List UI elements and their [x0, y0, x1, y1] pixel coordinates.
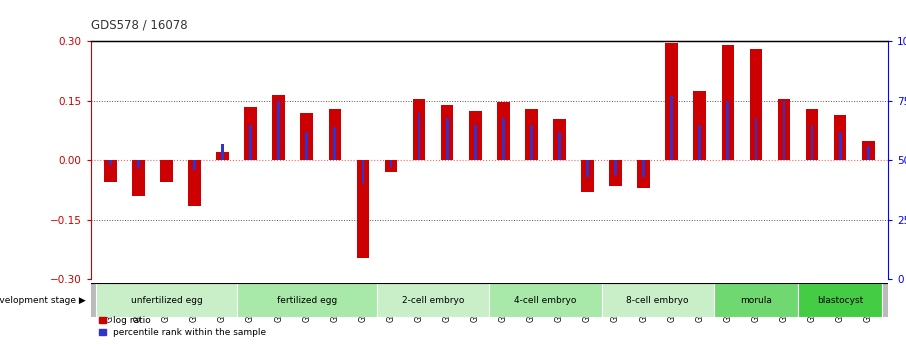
Bar — [390, 160, 392, 168]
Bar — [602, 283, 714, 317]
Bar — [413, 99, 426, 160]
Bar — [137, 160, 140, 168]
Bar — [839, 132, 842, 160]
Bar — [245, 107, 257, 160]
Bar — [530, 125, 533, 160]
Text: development stage ▶: development stage ▶ — [0, 296, 86, 305]
Bar — [727, 101, 729, 160]
Bar — [109, 160, 111, 165]
Bar — [357, 160, 370, 258]
Bar — [553, 119, 565, 160]
Bar — [132, 160, 145, 196]
Bar — [525, 109, 537, 160]
Text: 2-cell embryo: 2-cell embryo — [402, 296, 464, 305]
Bar — [273, 95, 285, 160]
Bar — [558, 132, 561, 160]
Bar — [104, 160, 117, 182]
Bar — [867, 146, 870, 160]
Bar — [385, 160, 398, 172]
Text: fertilized egg: fertilized egg — [276, 296, 337, 305]
Bar — [160, 160, 173, 182]
Bar — [469, 111, 481, 160]
Bar — [783, 101, 786, 160]
Bar — [670, 96, 673, 160]
Bar — [361, 160, 364, 184]
Bar — [497, 102, 509, 160]
Legend: log ratio, percentile rank within the sample: log ratio, percentile rank within the sa… — [95, 313, 270, 341]
Bar — [581, 160, 593, 192]
Bar — [333, 127, 336, 160]
Bar — [277, 101, 280, 160]
Text: 4-cell embryo: 4-cell embryo — [515, 296, 576, 305]
Bar — [377, 283, 489, 317]
Bar — [249, 125, 252, 160]
Bar — [862, 141, 874, 160]
Bar — [777, 99, 790, 160]
Bar — [637, 160, 650, 188]
Text: morula: morula — [740, 296, 772, 305]
Text: unfertilized egg: unfertilized egg — [130, 296, 202, 305]
Bar — [193, 160, 196, 170]
Bar — [693, 91, 706, 160]
Bar — [96, 283, 236, 317]
Bar — [798, 283, 882, 317]
Bar — [188, 160, 201, 206]
Bar — [699, 125, 701, 160]
Bar — [502, 118, 505, 160]
Bar — [665, 43, 678, 160]
Bar — [329, 109, 342, 160]
Bar — [755, 118, 757, 160]
Bar — [236, 283, 377, 317]
Bar — [642, 160, 645, 177]
Bar — [586, 160, 589, 177]
Bar — [805, 109, 818, 160]
Bar — [441, 105, 453, 160]
Bar — [489, 283, 602, 317]
Text: 8-cell embryo: 8-cell embryo — [626, 296, 689, 305]
Bar — [418, 113, 420, 160]
Text: GDS578 / 16078: GDS578 / 16078 — [91, 19, 188, 32]
Text: blastocyst: blastocyst — [817, 296, 863, 305]
Bar — [721, 46, 734, 160]
Bar — [221, 144, 224, 160]
Bar — [834, 115, 846, 160]
Bar — [217, 152, 229, 160]
Bar — [446, 118, 448, 160]
Bar — [714, 283, 798, 317]
Bar — [301, 113, 313, 160]
Bar — [474, 125, 477, 160]
Bar — [811, 125, 814, 160]
Bar — [614, 160, 617, 175]
Bar — [609, 160, 622, 186]
Bar — [749, 49, 762, 160]
Bar — [305, 132, 308, 160]
